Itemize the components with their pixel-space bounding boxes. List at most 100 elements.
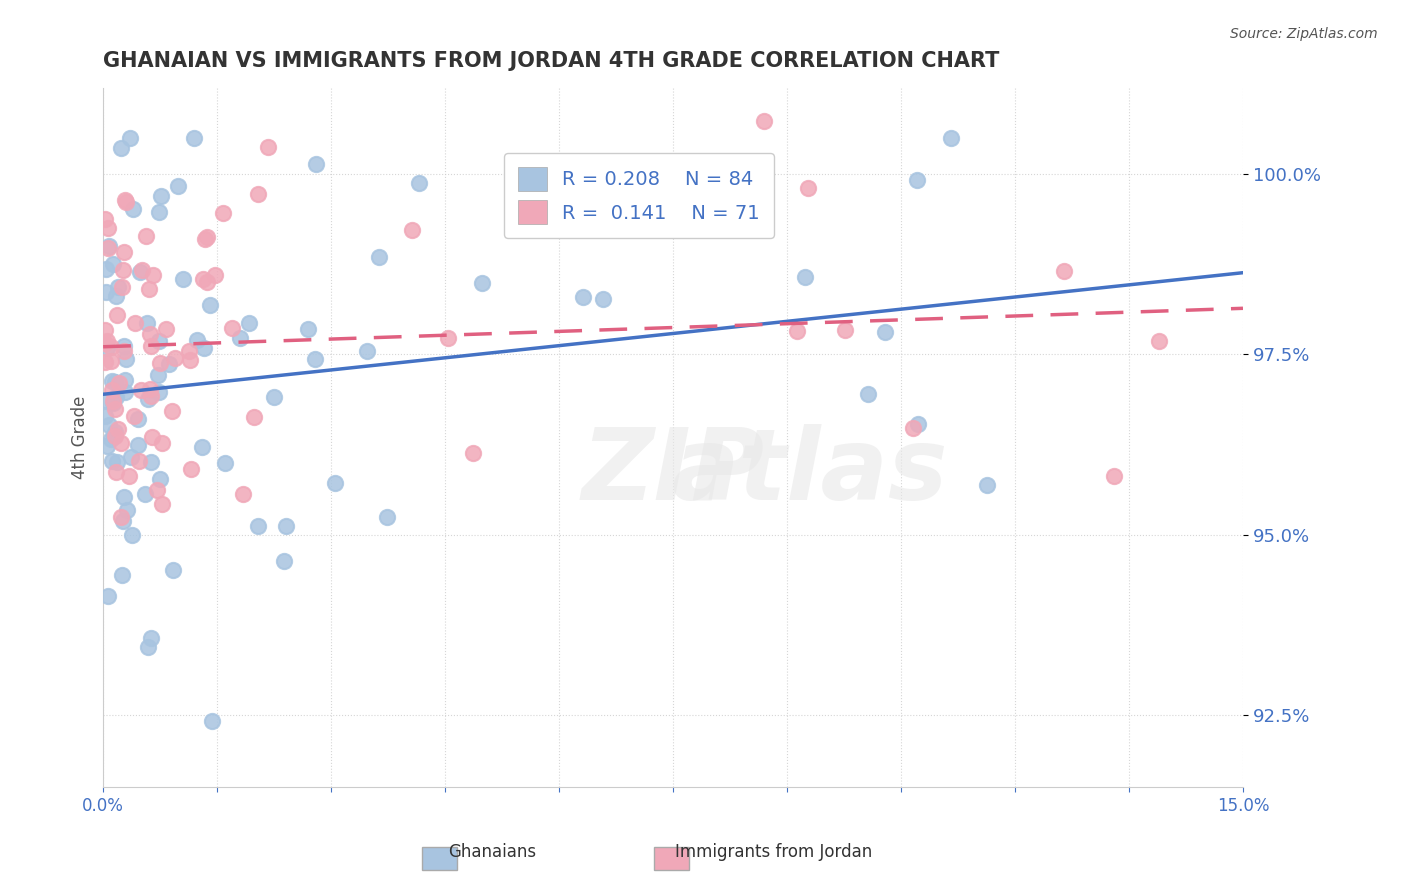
Point xyxy=(141,339,163,353)
Point xyxy=(114,193,136,207)
Point xyxy=(157,357,180,371)
Point xyxy=(115,503,138,517)
Point xyxy=(101,374,124,388)
Point xyxy=(212,206,235,220)
Point xyxy=(105,289,128,303)
Point xyxy=(94,409,117,423)
Point xyxy=(238,316,260,330)
Point xyxy=(304,351,326,366)
Point xyxy=(136,392,159,406)
Point xyxy=(111,279,134,293)
Point xyxy=(274,519,297,533)
Point xyxy=(100,340,122,354)
Point xyxy=(93,323,115,337)
Point xyxy=(297,322,319,336)
Point xyxy=(93,212,115,227)
Point xyxy=(139,382,162,396)
Text: GHANAIAN VS IMMIGRANTS FROM JORDAN 4TH GRADE CORRELATION CHART: GHANAIAN VS IMMIGRANTS FROM JORDAN 4TH G… xyxy=(103,51,1000,70)
Point xyxy=(149,472,172,486)
Point xyxy=(939,131,962,145)
Point xyxy=(97,589,120,603)
Point xyxy=(858,387,880,401)
Point xyxy=(96,341,118,355)
Point xyxy=(793,270,815,285)
Point xyxy=(368,250,391,264)
Point xyxy=(149,356,172,370)
Point xyxy=(93,355,115,369)
Point xyxy=(97,239,120,253)
Point xyxy=(110,141,132,155)
Point xyxy=(976,478,998,492)
Point xyxy=(186,333,208,347)
Point xyxy=(94,262,117,277)
Point xyxy=(96,334,118,348)
FancyBboxPatch shape xyxy=(654,847,689,870)
Point xyxy=(104,465,127,479)
Point xyxy=(401,223,423,237)
Point xyxy=(110,435,132,450)
Point xyxy=(104,390,127,404)
Point xyxy=(273,554,295,568)
Point xyxy=(111,567,134,582)
Point xyxy=(160,404,183,418)
Point xyxy=(200,298,222,312)
Point xyxy=(150,435,173,450)
Point xyxy=(754,113,776,128)
Point xyxy=(150,497,173,511)
Point xyxy=(901,420,924,434)
Point xyxy=(571,290,593,304)
Point xyxy=(142,268,165,282)
Point xyxy=(592,292,614,306)
Point xyxy=(148,334,170,348)
Point xyxy=(139,455,162,469)
Point xyxy=(96,439,118,453)
Point xyxy=(100,353,122,368)
Point xyxy=(101,383,124,397)
Point xyxy=(110,509,132,524)
Point xyxy=(105,308,128,322)
Point xyxy=(146,483,169,497)
Point xyxy=(112,339,135,353)
Point xyxy=(127,438,149,452)
Point xyxy=(243,410,266,425)
Point xyxy=(138,282,160,296)
Point xyxy=(172,272,194,286)
Point xyxy=(195,230,218,244)
Point xyxy=(122,202,145,217)
Point xyxy=(112,514,135,528)
Point xyxy=(141,631,163,645)
Point xyxy=(204,268,226,282)
Point xyxy=(256,139,278,153)
Point xyxy=(100,432,122,446)
Point xyxy=(214,456,236,470)
Point xyxy=(263,390,285,404)
Point xyxy=(165,351,187,365)
Point xyxy=(408,176,430,190)
Point xyxy=(141,430,163,444)
Point xyxy=(97,241,120,255)
Point xyxy=(103,429,125,443)
Point xyxy=(247,519,270,533)
Point xyxy=(127,412,149,426)
Point xyxy=(101,454,124,468)
Point xyxy=(377,509,399,524)
Text: Source: ZipAtlas.com: Source: ZipAtlas.com xyxy=(1230,27,1378,41)
Point xyxy=(136,316,159,330)
Point xyxy=(179,344,201,359)
Point xyxy=(93,392,115,407)
Point xyxy=(873,325,896,339)
Point xyxy=(148,385,170,400)
Point xyxy=(131,263,153,277)
Point xyxy=(112,491,135,505)
Point xyxy=(197,275,219,289)
Point xyxy=(1147,334,1170,348)
Point xyxy=(107,422,129,436)
Point xyxy=(135,229,157,244)
Point xyxy=(112,245,135,260)
Point xyxy=(103,396,125,410)
Point xyxy=(201,714,224,728)
Y-axis label: 4th Grade: 4th Grade xyxy=(72,395,89,479)
Point xyxy=(461,446,484,460)
Point xyxy=(117,469,139,483)
Point xyxy=(190,441,212,455)
